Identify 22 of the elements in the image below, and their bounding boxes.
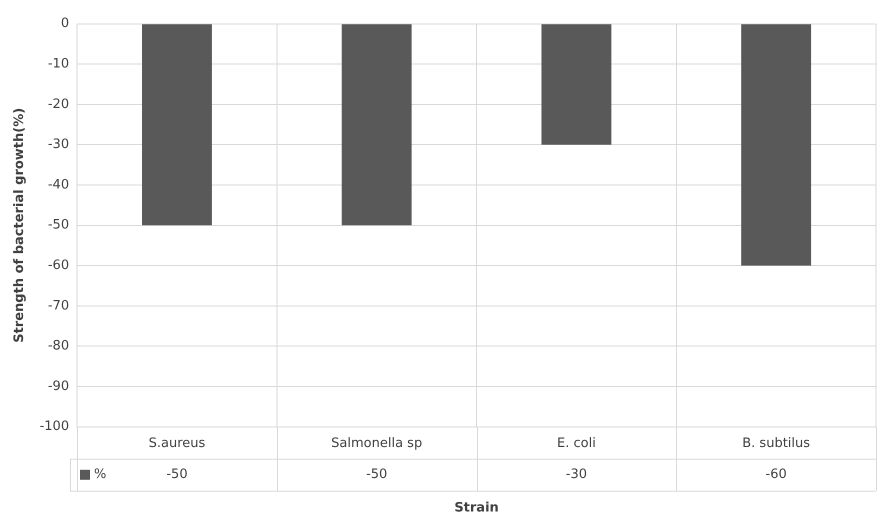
y-tick-label: -30 — [48, 137, 70, 152]
y-tick-label: -40 — [48, 177, 70, 192]
y-axis-title: Strength of bacterial growth(%) — [12, 108, 28, 343]
y-tick-label: -20 — [48, 96, 70, 112]
x-axis-title: Strain — [454, 500, 499, 516]
y-tick-label: 0 — [60, 16, 70, 32]
x-tick-label: S.aureus — [148, 436, 206, 451]
x-tick-label: B. subtilus — [742, 436, 810, 451]
y-tick-label: -10 — [48, 56, 70, 72]
x-tick-label: Salmonella sp — [331, 436, 422, 451]
y-tick-label: -70 — [48, 298, 70, 314]
x-tick-label: E. coli — [557, 436, 596, 451]
y-tick-label: -60 — [48, 258, 70, 273]
data-label: -60 — [766, 467, 787, 482]
y-tick-label: -100 — [40, 419, 70, 434]
data-label: -50 — [166, 467, 188, 482]
data-label: -30 — [566, 467, 588, 482]
y-tick-label: -90 — [48, 378, 70, 394]
y-tick-label: -50 — [48, 218, 70, 233]
legend-label: % — [94, 467, 106, 482]
data-label: -50 — [366, 467, 388, 482]
y-tick-label: -80 — [48, 338, 70, 354]
